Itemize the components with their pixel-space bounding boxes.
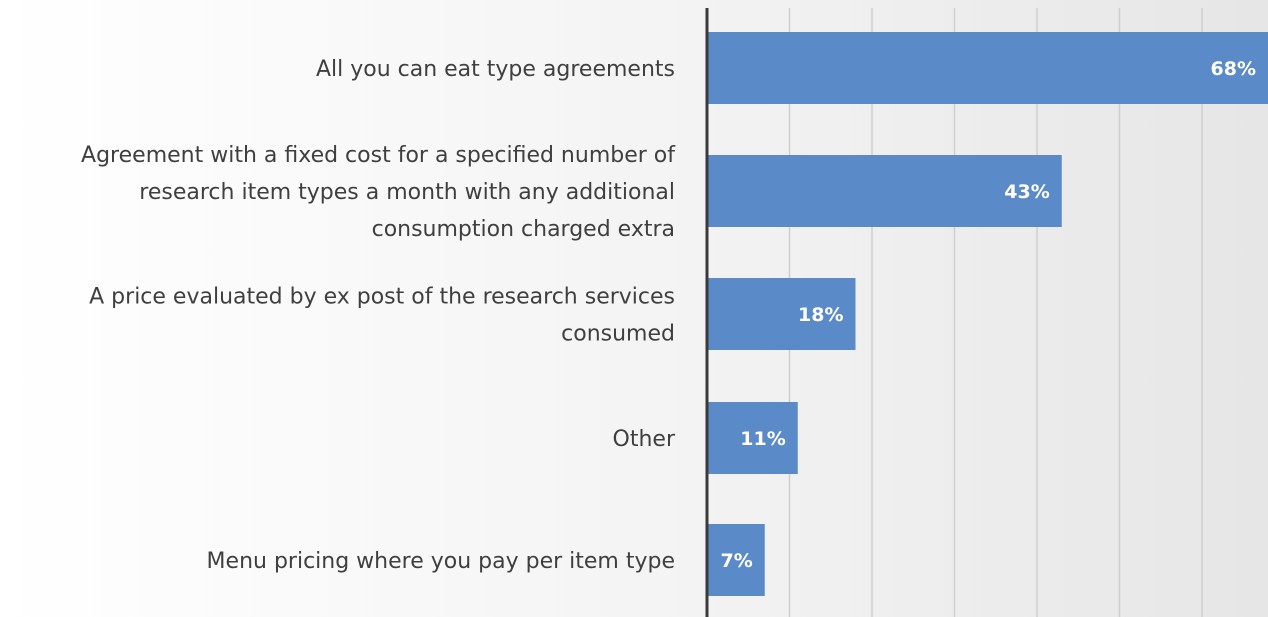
data-labels: 68% 43% 18% 11% 7% — [720, 58, 1256, 572]
bar — [708, 278, 856, 350]
data-label: 68% — [1211, 58, 1256, 80]
data-label: 7% — [720, 550, 752, 572]
category-label: All you can eat type agreements — [316, 57, 675, 82]
category-label: Other — [613, 427, 676, 452]
category-labels: All you can eat type agreements Agreement… — [81, 57, 676, 574]
data-label: 18% — [798, 304, 843, 326]
bars — [708, 32, 1268, 596]
bar — [708, 32, 1268, 104]
category-label: Agreement with a fixed cost for a specif… — [81, 143, 676, 242]
bar — [708, 402, 798, 474]
grid-lines — [788, 8, 1203, 617]
data-label: 43% — [1004, 181, 1049, 203]
bar — [708, 524, 765, 596]
bar — [708, 155, 1062, 227]
category-label: Menu pricing where you pay per item type — [207, 549, 675, 574]
data-label: 11% — [740, 428, 785, 450]
category-label: A price evaluated by ex post of the rese… — [89, 285, 675, 347]
